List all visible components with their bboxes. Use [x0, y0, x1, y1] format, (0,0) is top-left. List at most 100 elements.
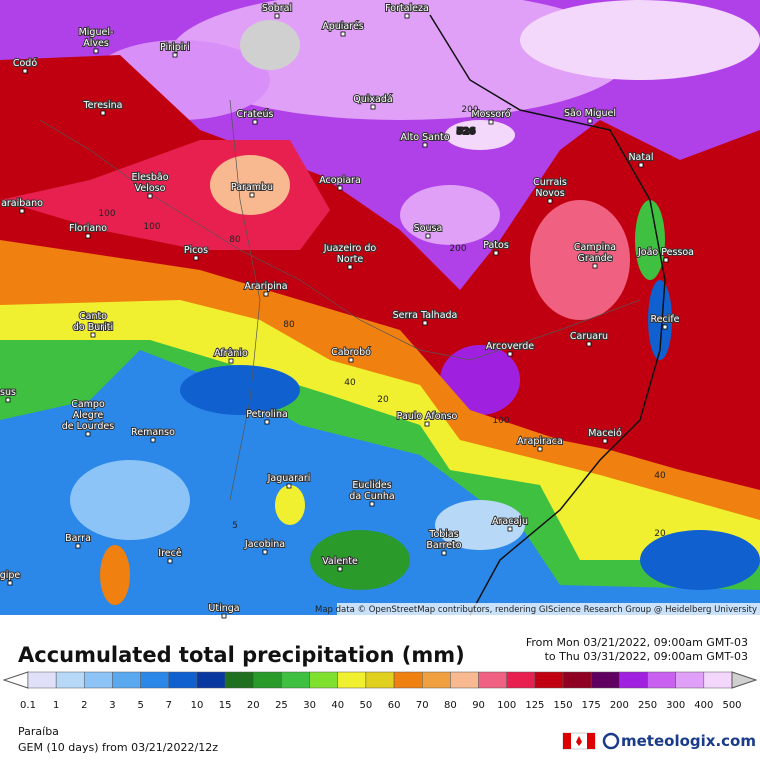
- colorbar-segment: [393, 671, 423, 689]
- place-marker: [147, 193, 153, 199]
- place-label: Quixadá: [353, 94, 392, 105]
- colorbar-label: 125: [525, 700, 544, 711]
- place-marker: [347, 264, 353, 270]
- colorbar-label: 30: [303, 700, 316, 711]
- place-marker: [337, 185, 343, 191]
- place-label: Valente: [322, 556, 358, 567]
- place-marker: [90, 332, 96, 338]
- colorbar-label: 15: [219, 700, 232, 711]
- colorbar-label: 10: [191, 700, 204, 711]
- colorbar-label: 500: [722, 700, 741, 711]
- colorbar-segment: [84, 671, 113, 689]
- place-marker: [150, 437, 156, 443]
- place-label: Maceió: [588, 428, 622, 439]
- colorbar-segment: [281, 671, 310, 689]
- colorbar-segment: [703, 671, 733, 689]
- place-label: Apuiarés: [322, 21, 364, 32]
- place-marker: [340, 31, 346, 37]
- colorbar-label: 150: [553, 700, 572, 711]
- place-marker: [507, 351, 513, 357]
- contour-label: 40: [344, 378, 356, 388]
- place-marker: [249, 192, 255, 198]
- place-marker: [19, 208, 25, 214]
- place-label: Alegre: [73, 410, 104, 421]
- colorbar-label: 200: [610, 700, 629, 711]
- place-label: Natal: [628, 152, 653, 163]
- contour-label: 20: [654, 529, 666, 539]
- colorbar-segment: [337, 671, 367, 689]
- date-from: From Mon 03/21/2022, 09:00am GMT-03: [526, 636, 748, 649]
- place-marker: [262, 549, 268, 555]
- contour-label: 526: [457, 127, 476, 137]
- place-label: Canto: [79, 311, 107, 322]
- colorbar-segment: [365, 671, 395, 689]
- place-label: Campina: [574, 242, 616, 253]
- place-marker: [252, 119, 258, 125]
- place-label: Remanso: [131, 427, 175, 438]
- place-label: Fortaleza: [385, 3, 429, 14]
- place-label: Novos: [535, 188, 564, 199]
- colorbar-segment: [534, 671, 564, 689]
- place-label: do Buriti: [73, 322, 113, 333]
- colorbar-segment: [224, 671, 254, 689]
- place-marker: [425, 233, 431, 239]
- colorbar-segment: [421, 671, 451, 689]
- place-label: Aracaju: [492, 516, 528, 527]
- place-label: Tobias: [428, 529, 458, 540]
- precip-field: [0, 0, 760, 616]
- place-marker: [193, 255, 199, 261]
- place-marker: [422, 142, 428, 148]
- contour-label: 40: [654, 471, 666, 481]
- colorbar-arrow-right: [731, 671, 758, 689]
- colorbar: 0.1 1 2 3 5 7 10 15 20 25 30 40 50 60 70 80 90 100 125 150 1…: [2, 671, 758, 711]
- place-label: Teresina: [82, 100, 122, 111]
- place-marker: [167, 558, 173, 564]
- colorbar-segment: [168, 671, 198, 689]
- place-label: Jacobina: [244, 539, 285, 550]
- contour-label: 80: [283, 320, 295, 330]
- colorbar-segment: [309, 671, 339, 689]
- place-label: Elesbão: [131, 172, 168, 183]
- colorbar-segment: [506, 671, 536, 689]
- place-marker: [507, 526, 513, 532]
- place-marker: [172, 52, 178, 58]
- place-marker: [274, 13, 280, 19]
- place-marker: [370, 104, 376, 110]
- date-to: to Thu 03/31/2022, 09:00am GMT-03: [545, 650, 748, 663]
- place-marker: [7, 580, 13, 586]
- colorbar-label: 0.1: [20, 700, 36, 711]
- place-marker: [264, 419, 270, 425]
- place-label: Picos: [184, 245, 208, 256]
- place-label: Norte: [337, 254, 364, 265]
- colorbar-segment: [140, 671, 170, 689]
- contour-label: 200: [449, 244, 466, 254]
- colorbar-segment: [478, 671, 507, 689]
- place-marker: [100, 110, 106, 116]
- place-label: Parambu: [231, 182, 273, 193]
- place-label: Currais: [533, 177, 567, 188]
- place-marker: [547, 198, 553, 204]
- colorbar-label: 250: [638, 700, 657, 711]
- colorbar-segment: [450, 671, 479, 689]
- place-marker: [537, 446, 543, 452]
- colorbar-label: 40: [331, 700, 344, 711]
- colorbar-label: 175: [582, 700, 601, 711]
- place-marker: [592, 263, 598, 269]
- colorbar-label: 7: [166, 700, 172, 711]
- place-marker: [263, 291, 269, 297]
- place-label: Barra: [65, 533, 91, 544]
- place-label: Cabrobó: [331, 347, 371, 358]
- place-label: Crateús: [237, 109, 274, 120]
- colorbar-label: 300: [666, 700, 685, 711]
- place-label: Serra Talhada: [393, 310, 458, 321]
- colorbar-segment: [55, 671, 85, 689]
- place-marker: [337, 566, 343, 572]
- colorbar-segment: [619, 671, 648, 689]
- place-label: gipe: [0, 570, 20, 581]
- place-label: Caruaru: [570, 331, 608, 342]
- place-marker: [586, 341, 592, 347]
- colorbar-segment: [196, 671, 226, 689]
- place-label: Grande: [578, 253, 613, 264]
- place-label: Juazeiro do: [323, 243, 377, 254]
